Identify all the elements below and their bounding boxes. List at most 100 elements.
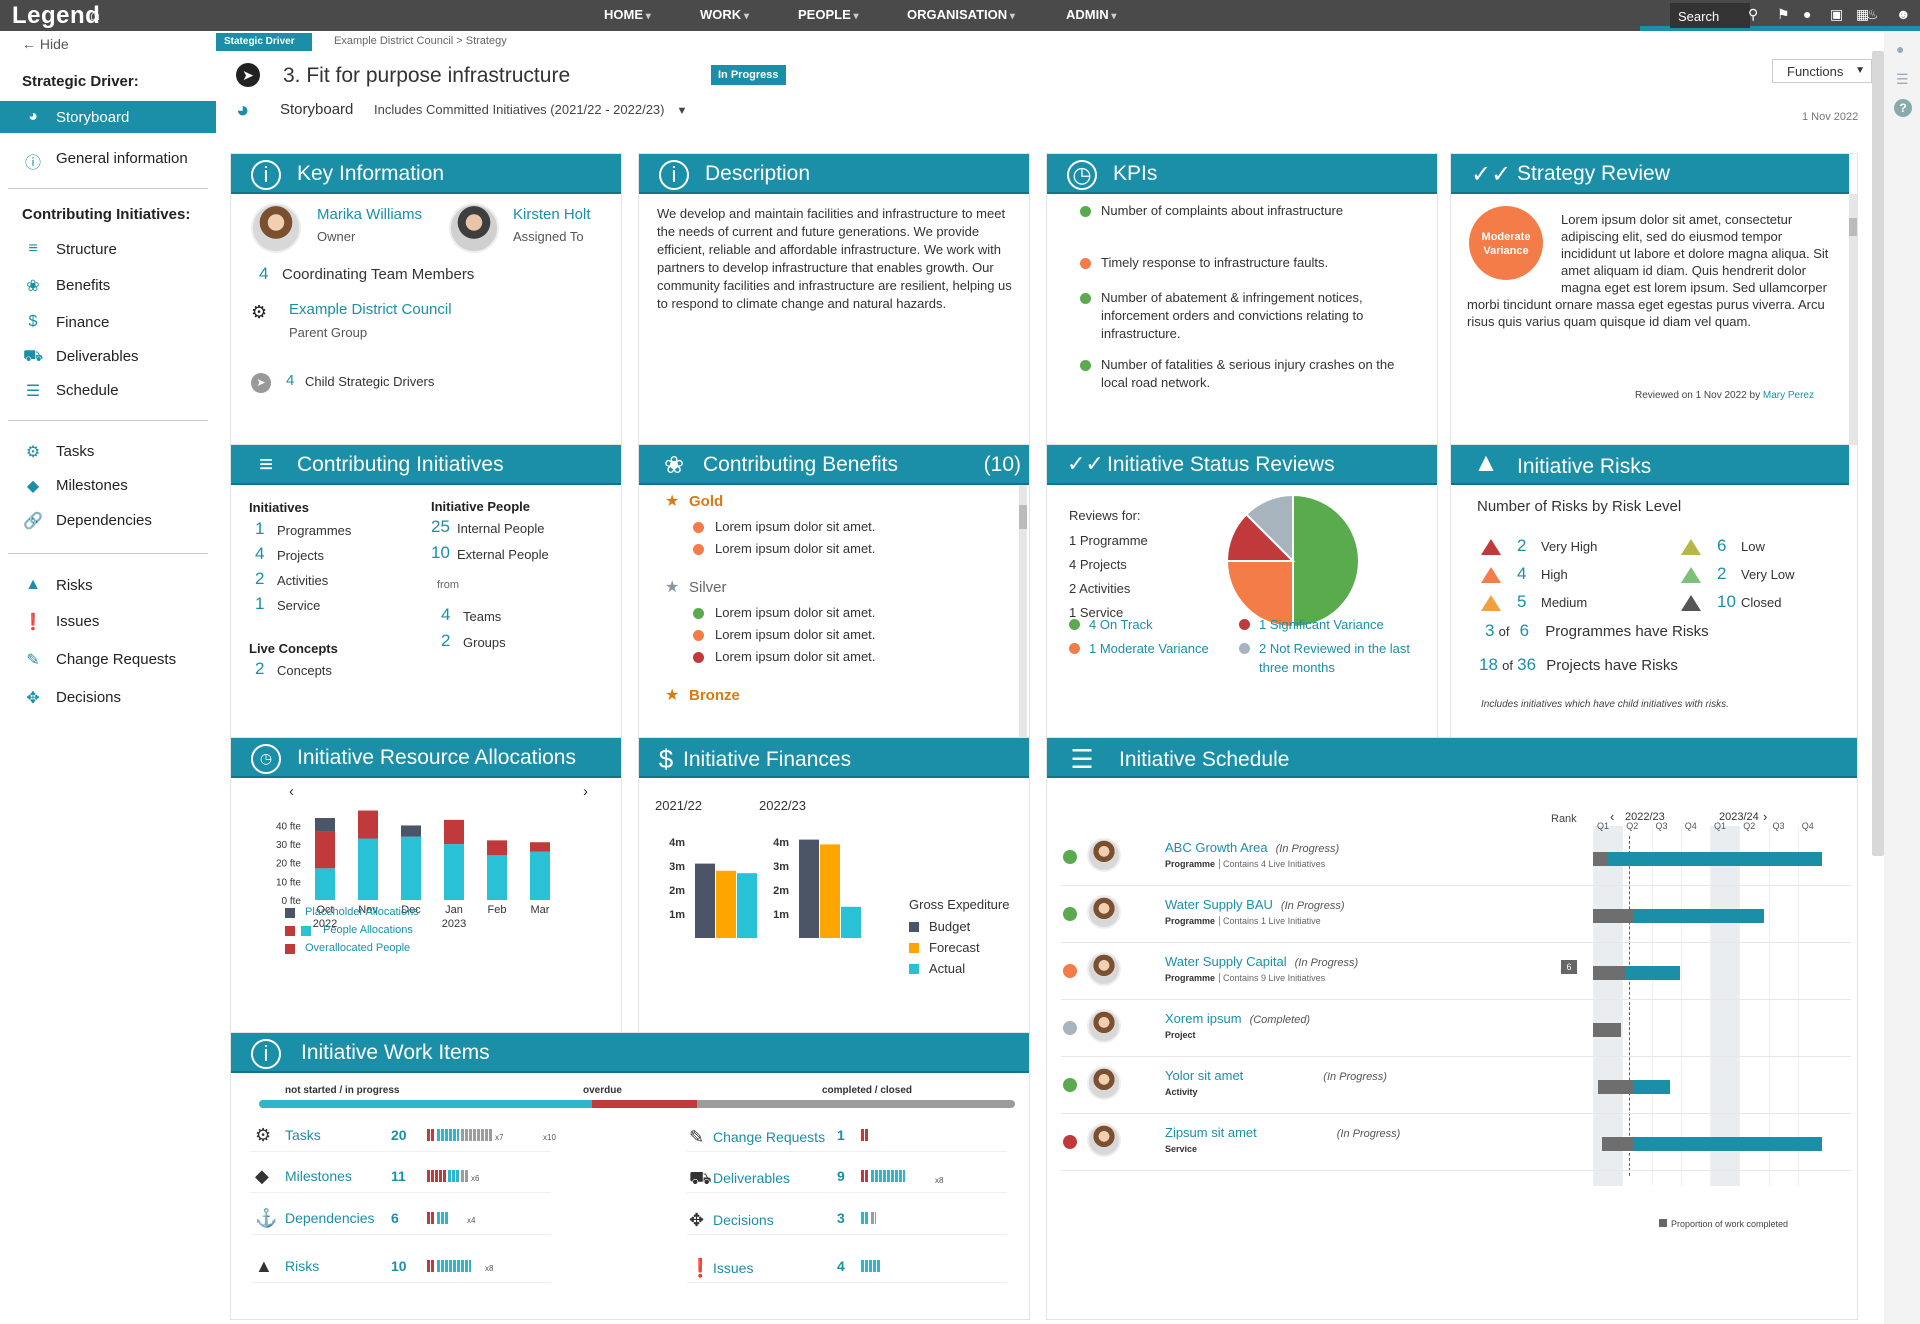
sidebar-item-deliverables[interactable]: ⛟ Deliverables	[0, 340, 216, 372]
schedule-row[interactable]: Water Supply BAU (In Progress) Programme Co…	[1061, 893, 1851, 943]
nav-home[interactable]: HOME	[604, 7, 651, 22]
functions-button[interactable]: Functions ▼	[1772, 59, 1872, 83]
initiative-type-link[interactable]: Activities	[277, 573, 329, 588]
finance-bar[interactable]	[841, 906, 861, 938]
sidebar-item-structure[interactable]: ≡ Structure	[0, 233, 216, 265]
manager-avatar[interactable]	[1087, 838, 1121, 872]
proj-label[interactable]: Projects have Risks	[1546, 657, 1678, 674]
finance-bar[interactable]	[695, 863, 715, 938]
manager-avatar[interactable]	[1087, 1123, 1121, 1157]
gantt-bar-remaining[interactable]	[1632, 1080, 1671, 1094]
resource-legend-item[interactable]: People Allocations	[323, 924, 413, 936]
initiative-link[interactable]: Water Supply BAU	[1165, 897, 1273, 912]
breadcrumb[interactable]: Example District Council > Strategy	[334, 35, 507, 47]
team-label[interactable]: Coordinating Team Members	[282, 266, 475, 283]
gantt-bar-remaining[interactable]	[1632, 909, 1764, 923]
sidebar-item-issues[interactable]: ❗ Issues	[0, 605, 216, 637]
app-logo[interactable]: Legend	[12, 2, 101, 29]
resource-bar[interactable]	[401, 836, 421, 900]
initiative-link[interactable]: ABC Growth Area	[1165, 840, 1268, 855]
scrollbar-thumb[interactable]	[1849, 218, 1857, 236]
owner-avatar[interactable]	[251, 203, 301, 253]
work-item-link[interactable]: Milestones	[285, 1168, 352, 1184]
pie-slice[interactable]	[1225, 560, 1294, 629]
resource-bar[interactable]	[315, 831, 335, 869]
assignee-name[interactable]: Kirsten Holt	[513, 206, 591, 223]
nav-work[interactable]: WORK	[700, 7, 749, 22]
comment-icon[interactable]: ●	[1896, 41, 1905, 57]
kpi-item[interactable]: Number of complaints about infrastructur…	[1101, 203, 1344, 218]
people-type-link[interactable]: Internal People	[457, 521, 545, 536]
initiative-link[interactable]: Zipsum sit amet	[1165, 1125, 1257, 1140]
initiative-link[interactable]: Xorem ipsum	[1165, 1011, 1242, 1026]
sidebar-item-benefits[interactable]: ❀ Benefits	[0, 269, 216, 301]
sidebar-item-tasks[interactable]: ⚙ Tasks	[0, 435, 216, 467]
initiative-type-link[interactable]: Programmes	[277, 523, 352, 538]
work-item-link[interactable]: Risks	[285, 1258, 320, 1274]
nav-people[interactable]: PEOPLE	[798, 7, 859, 22]
resource-bar[interactable]	[401, 825, 421, 837]
main-scrollbar[interactable]	[1872, 51, 1884, 856]
kpi-item[interactable]: Timely response to infrastructure faults…	[1101, 255, 1329, 270]
review-scrollbar[interactable]	[1849, 194, 1857, 458]
next-period-button[interactable]: ›	[583, 783, 588, 800]
benefit-item[interactable]: Lorem ipsum dolor sit amet.	[715, 627, 876, 642]
benefit-item[interactable]: Lorem ipsum dolor sit amet.	[715, 605, 876, 620]
resource-bar[interactable]	[530, 842, 550, 852]
gantt-bar-remaining[interactable]	[1625, 966, 1680, 980]
document-icon[interactable]: ▣	[1830, 6, 1844, 22]
kpi-item[interactable]: Number of fatalities & serious injury cr…	[1101, 357, 1395, 390]
child-drivers-label[interactable]: Child Strategic Drivers	[305, 374, 435, 389]
initiative-link[interactable]: Yolor sit amet	[1165, 1068, 1244, 1083]
prev-period-button[interactable]: ‹	[289, 783, 294, 800]
sidebar-item-change-requests[interactable]: ✎ Change Requests	[0, 643, 216, 675]
initiative-link[interactable]: Water Supply Capital	[1165, 954, 1287, 969]
benefit-item[interactable]: Lorem ipsum dolor sit amet.	[715, 541, 876, 556]
risk-level-label[interactable]: Closed	[1741, 595, 1782, 610]
assignee-avatar[interactable]	[449, 203, 499, 253]
status-legend-item[interactable]: 4 On Track	[1089, 617, 1153, 632]
risk-level-label[interactable]: High	[1541, 567, 1568, 582]
schedule-row[interactable]: Zipsum sit amet (In Progress) Service	[1061, 1121, 1851, 1171]
resource-bar[interactable]	[315, 868, 335, 900]
nav-admin[interactable]: ADMIN	[1066, 7, 1116, 22]
sidebar-item-risks[interactable]: ▲ Risks	[0, 569, 216, 601]
home-icon[interactable]: ⌂	[90, 5, 101, 24]
sidebar-item-dependencies[interactable]: 🔗 Dependencies	[0, 504, 216, 536]
sidebar-item-schedule[interactable]: ☰ Schedule	[0, 374, 216, 406]
user-icon[interactable]: ☻	[1896, 6, 1911, 22]
chat-icon[interactable]: ●	[1803, 6, 1812, 22]
resource-bar[interactable]	[487, 855, 507, 900]
work-item-link[interactable]: Change Requests	[713, 1129, 826, 1145]
status-legend-item[interactable]: 2 Not Reviewed in the last three months	[1259, 641, 1411, 675]
work-item-link[interactable]: Tasks	[285, 1127, 321, 1143]
search-input[interactable]: Search	[1670, 3, 1750, 28]
manager-avatar[interactable]	[1087, 1009, 1121, 1043]
schedule-row[interactable]: Xorem ipsum (Completed) Project	[1061, 1007, 1851, 1057]
nav-organisation[interactable]: ORGANISATION	[907, 7, 1015, 22]
work-item-link[interactable]: Decisions	[713, 1212, 774, 1228]
resource-bar[interactable]	[315, 818, 335, 832]
pie-slice[interactable]	[1292, 493, 1360, 629]
kpi-item[interactable]: Number of abatement & infringement notic…	[1101, 290, 1364, 341]
resource-bar[interactable]	[444, 819, 464, 845]
status-legend-item[interactable]: 1 Significant Variance	[1259, 617, 1384, 632]
group-type-link[interactable]: Groups	[463, 635, 506, 650]
resource-legend-item[interactable]: Placeholder Allocations	[305, 906, 419, 918]
concepts-label[interactable]: Concepts	[277, 663, 332, 678]
pie-slice[interactable]	[1244, 493, 1294, 564]
manager-avatar[interactable]	[1087, 895, 1121, 929]
schedule-row[interactable]: Yolor sit amet (In Progress) Activity	[1061, 1064, 1851, 1114]
help-icon[interactable]: ?	[1894, 99, 1912, 117]
risk-level-label[interactable]: Very Low	[1741, 567, 1795, 582]
people-type-link[interactable]: External People	[457, 547, 549, 562]
reviewer-link[interactable]: Mary Perez	[1762, 390, 1814, 401]
hide-sidebar-button[interactable]: ← Hide	[22, 36, 69, 52]
initiative-type-link[interactable]: Projects	[277, 548, 324, 563]
sidebar-item-general-information[interactable]: ⓘ General information	[0, 142, 216, 174]
gantt-bar-remaining[interactable]	[1632, 1137, 1823, 1151]
initiative-type-link[interactable]: Service	[277, 598, 321, 613]
risk-level-label[interactable]: Low	[1741, 539, 1765, 554]
resource-bar[interactable]	[487, 840, 507, 856]
sidebar-item-finance[interactable]: $ Finance	[0, 306, 216, 338]
